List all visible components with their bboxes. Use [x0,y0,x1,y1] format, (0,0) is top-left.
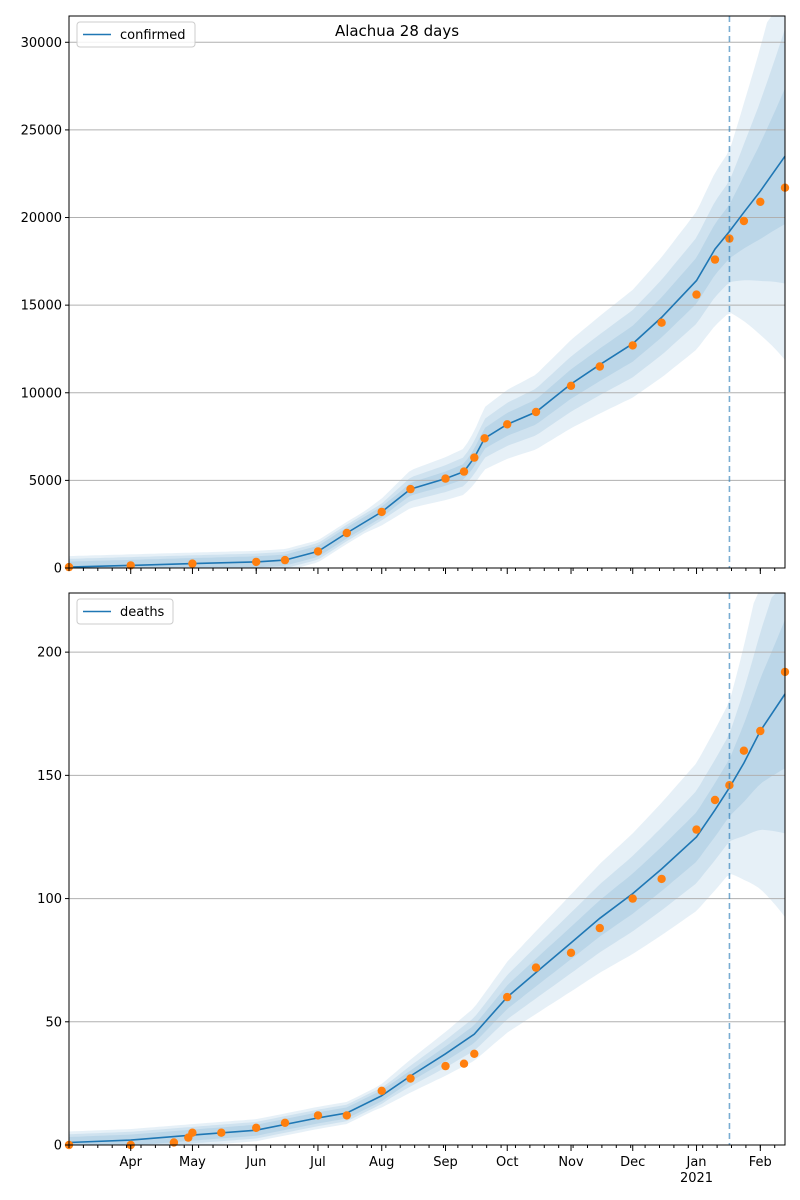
observed-point [406,484,415,494]
observed-point [441,1061,450,1071]
observed-point [470,453,479,462]
y-tick-label: 5000 [29,474,62,489]
x-tick-label: Jan [686,1155,707,1170]
observed-point [377,1086,386,1096]
x-tick-label: Aug [369,1155,394,1170]
legend: confirmed [76,21,196,48]
x-tick-label: Dec [620,1155,645,1170]
x-tick-label: Feb [749,1155,772,1170]
confirmed-chart: 0 5000 10000 15000 20000 25000 30000 confirmed [21,15,790,577]
uncertainty-band [69,593,785,1145]
observed-point [566,948,576,957]
observed-point [657,874,666,884]
observed-point [692,825,701,834]
observed-point [459,467,469,476]
y-tick-label: 15000 [21,299,62,314]
observed-point [503,420,512,429]
observed-point [280,555,290,565]
observed-point [252,557,261,567]
x-tick-label: Jul [309,1155,326,1170]
observed-point [313,547,323,556]
x-tick-label: 2021 [680,1171,713,1186]
y-tick-label: 200 [37,646,62,661]
y-tick-label: 50 [45,1015,62,1030]
observed-point [657,318,666,327]
plot-frame [68,15,786,569]
legend: deaths [76,598,174,625]
observed-point [628,894,637,903]
observed-point [531,407,541,417]
legend-label: confirmed [120,28,186,43]
x-tick-label: Jun [245,1155,266,1170]
observed-point [756,197,765,206]
observed-point [313,1111,323,1120]
uncertainty-band [69,16,785,568]
observed-point [595,923,604,933]
observed-point [342,528,351,538]
observed-point [377,507,386,517]
legend-box [76,598,174,625]
observed-point [692,290,701,299]
y-tick-label: 150 [37,769,62,784]
observed-point [531,963,541,972]
observed-point [217,1128,226,1137]
observed-point [459,1059,469,1068]
y-tick-label: 20000 [21,211,62,226]
x-tick-label: Oct [496,1155,518,1170]
observed-point [710,255,720,264]
x-tick-label: Nov [558,1155,584,1170]
observed-point [188,559,197,568]
observed-point [756,726,765,736]
y-tick-label: 0 [54,1139,62,1154]
observed-point [710,795,720,805]
observed-point [188,1128,197,1137]
observed-point [406,1074,415,1083]
observed-point [342,1111,351,1120]
y-tick-label: 10000 [21,386,62,401]
observed-point [252,1123,261,1133]
x-tick-label: Apr [119,1155,142,1170]
plot-frame [68,592,786,1146]
deaths-chart: 0 50 100 150 200 Apr May Jun Jul Aug Sep Oct Nov Dec… [37,592,790,1186]
x-tick-label: Sep [433,1155,458,1170]
y-tick-label: 0 [54,562,62,577]
observed-point [595,362,604,371]
observed-point [739,216,749,226]
observed-point [503,992,512,1002]
figure-title: Alachua 28 days [335,22,459,40]
legend-label: deaths [120,605,165,620]
y-tick-label: 100 [37,892,62,907]
uncertainty-band [69,88,785,569]
observed-point [480,434,489,443]
uncertainty-band [69,593,785,1145]
y-tick-label: 30000 [21,36,62,51]
observed-point [566,381,576,390]
y-tick-label: 25000 [21,123,62,138]
observed-point [280,1118,290,1128]
observed-point [470,1049,479,1059]
legend-box [76,21,196,48]
observed-point [739,746,749,755]
uncertainty-band [69,619,785,1145]
observed-point [628,341,637,350]
x-tick-label: May [179,1155,206,1170]
observed-point [441,474,450,483]
